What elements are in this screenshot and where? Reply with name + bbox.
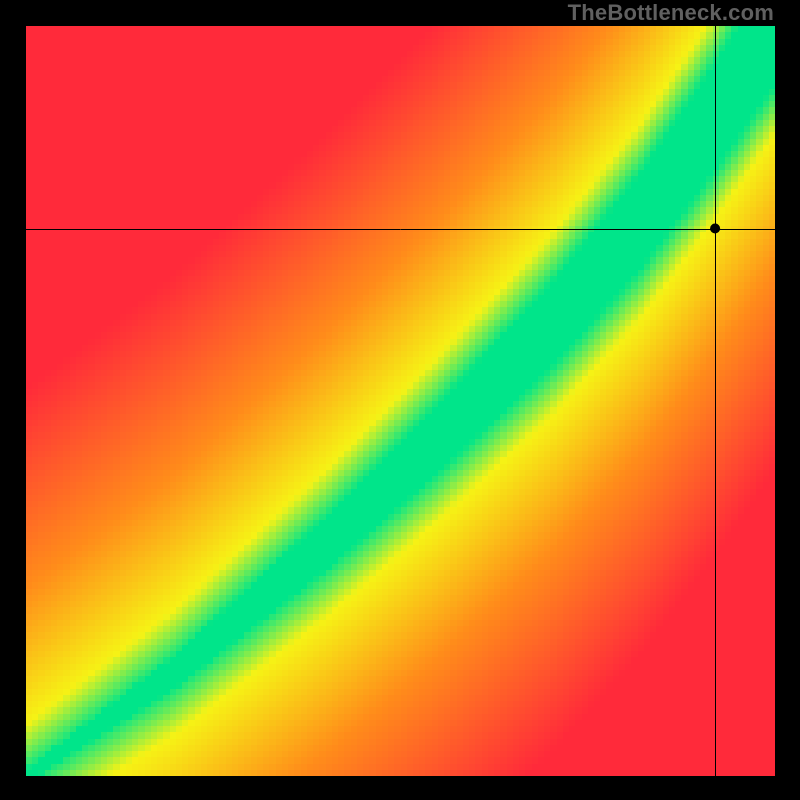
watermark-text: TheBottleneck.com [568,0,774,26]
crosshair-overlay [26,26,775,776]
chart-container: { "watermark": { "text": "TheBottleneck.… [0,0,800,800]
